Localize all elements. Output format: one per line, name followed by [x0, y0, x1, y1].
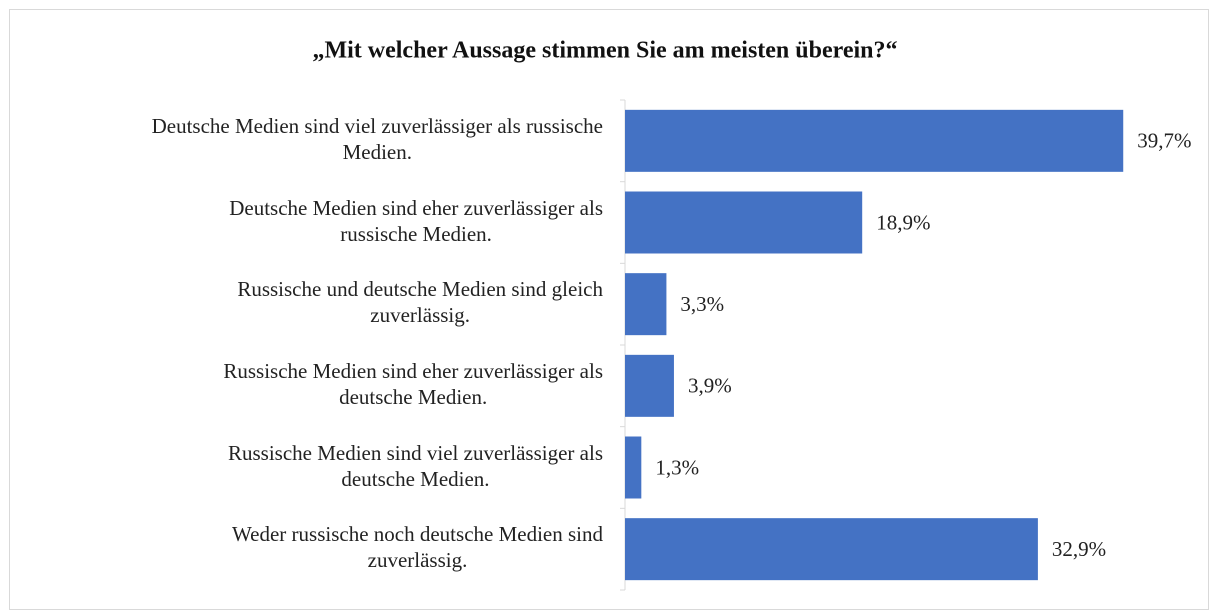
category-text: Russische und deutsche Medien sind gleic… [237, 277, 603, 328]
category-text: Weder russische noch deutsche Medien sin… [232, 522, 603, 573]
category-label: Deutsche Medien sind viel zuverlässiger … [3, 113, 603, 165]
value-label: 3,3% [680, 292, 724, 316]
value-label: 39,7% [1137, 129, 1191, 153]
value-label: 3,9% [688, 374, 732, 398]
bar [625, 109, 1124, 172]
category-label: Russische und deutsche Medien sind gleic… [3, 276, 603, 328]
category-text: Russische Medien sind eher zuverlässiger… [223, 358, 603, 409]
bar [625, 354, 674, 417]
category-label: Russische Medien sind viel zuverlässiger… [3, 440, 603, 492]
bar [625, 191, 863, 254]
chart-title: „Mit welcher Aussage stimmen Sie am meis… [312, 38, 897, 64]
chart-frame [9, 9, 1209, 610]
value-label: 18,9% [876, 210, 930, 234]
bar [625, 436, 642, 499]
bar [625, 518, 1038, 581]
value-label: 32,9% [1052, 537, 1106, 561]
category-text: Russische Medien sind viel zuverlässiger… [227, 440, 603, 491]
bar [625, 273, 667, 336]
category-label: Weder russische noch deutsche Medien sin… [3, 521, 603, 573]
category-text: Deutsche Medien sind viel zuverlässiger … [151, 113, 603, 164]
category-label: Deutsche Medien sind eher zuverlässiger … [3, 195, 603, 247]
category-label: Russische Medien sind eher zuverlässiger… [3, 358, 603, 410]
category-text: Deutsche Medien sind eher zuverlässiger … [229, 195, 603, 246]
value-label: 1,3% [655, 455, 699, 479]
